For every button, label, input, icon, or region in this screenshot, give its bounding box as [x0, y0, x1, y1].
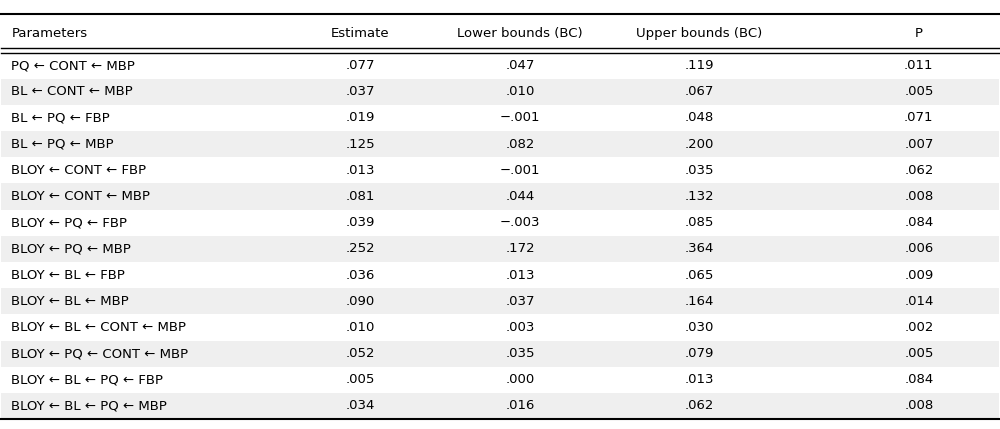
- Text: .002: .002: [904, 321, 934, 334]
- Text: .081: .081: [346, 190, 375, 203]
- FancyBboxPatch shape: [1, 236, 999, 262]
- Text: −.001: −.001: [500, 164, 540, 177]
- Text: .030: .030: [685, 321, 714, 334]
- Text: .077: .077: [346, 59, 375, 72]
- Text: BLOY ← PQ ← FBP: BLOY ← PQ ← FBP: [11, 216, 127, 229]
- Text: .084: .084: [904, 216, 933, 229]
- Text: Lower bounds (BC): Lower bounds (BC): [457, 27, 583, 40]
- Text: .082: .082: [505, 138, 535, 151]
- Text: .164: .164: [685, 295, 714, 308]
- Text: .010: .010: [505, 85, 535, 98]
- Text: .200: .200: [685, 138, 714, 151]
- Text: −.003: −.003: [500, 216, 540, 229]
- Text: .125: .125: [346, 138, 375, 151]
- Text: .035: .035: [685, 164, 714, 177]
- FancyBboxPatch shape: [1, 157, 999, 184]
- Text: .085: .085: [685, 216, 714, 229]
- Text: .037: .037: [505, 295, 535, 308]
- Text: .037: .037: [346, 85, 375, 98]
- Text: .079: .079: [685, 347, 714, 360]
- FancyBboxPatch shape: [1, 79, 999, 105]
- Text: BL ← PQ ← MBP: BL ← PQ ← MBP: [11, 138, 114, 151]
- Text: P: P: [915, 27, 923, 40]
- Text: BLOY ← BL ← MBP: BLOY ← BL ← MBP: [11, 295, 129, 308]
- Text: .014: .014: [904, 295, 934, 308]
- Text: .003: .003: [505, 321, 535, 334]
- Text: BL ← CONT ← MBP: BL ← CONT ← MBP: [11, 85, 133, 98]
- Text: .011: .011: [904, 59, 934, 72]
- Text: Upper bounds (BC): Upper bounds (BC): [636, 27, 763, 40]
- Text: −.001: −.001: [500, 112, 540, 124]
- Text: .090: .090: [346, 295, 375, 308]
- Text: .009: .009: [904, 269, 933, 281]
- Text: .067: .067: [685, 85, 714, 98]
- Text: PQ ← CONT ← MBP: PQ ← CONT ← MBP: [11, 59, 135, 72]
- Text: BL ← PQ ← FBP: BL ← PQ ← FBP: [11, 112, 110, 124]
- Text: .364: .364: [685, 242, 714, 255]
- FancyBboxPatch shape: [1, 262, 999, 288]
- Text: BLOY ← PQ ← CONT ← MBP: BLOY ← PQ ← CONT ← MBP: [11, 347, 188, 360]
- Text: BLOY ← BL ← FBP: BLOY ← BL ← FBP: [11, 269, 125, 281]
- Text: .119: .119: [685, 59, 714, 72]
- Text: .005: .005: [904, 85, 934, 98]
- Text: .172: .172: [505, 242, 535, 255]
- Text: .047: .047: [505, 59, 535, 72]
- Text: .016: .016: [505, 399, 535, 413]
- Text: .034: .034: [346, 399, 375, 413]
- FancyBboxPatch shape: [1, 341, 999, 367]
- Text: .084: .084: [904, 373, 933, 386]
- Text: BLOY ← CONT ← FBP: BLOY ← CONT ← FBP: [11, 164, 146, 177]
- Text: .048: .048: [685, 112, 714, 124]
- Text: BLOY ← BL ← PQ ← MBP: BLOY ← BL ← PQ ← MBP: [11, 399, 167, 413]
- FancyBboxPatch shape: [1, 52, 999, 79]
- Text: .071: .071: [904, 112, 934, 124]
- Text: .006: .006: [904, 242, 933, 255]
- Text: .044: .044: [505, 190, 535, 203]
- FancyBboxPatch shape: [1, 105, 999, 131]
- Text: .013: .013: [685, 373, 714, 386]
- Text: .010: .010: [346, 321, 375, 334]
- Text: .039: .039: [346, 216, 375, 229]
- Text: .052: .052: [346, 347, 375, 360]
- FancyBboxPatch shape: [1, 131, 999, 157]
- Text: .013: .013: [346, 164, 375, 177]
- Text: .008: .008: [904, 190, 933, 203]
- FancyBboxPatch shape: [1, 367, 999, 393]
- Text: .062: .062: [904, 164, 934, 177]
- Text: .252: .252: [346, 242, 375, 255]
- FancyBboxPatch shape: [1, 393, 999, 419]
- Text: .005: .005: [904, 347, 934, 360]
- Text: .007: .007: [904, 138, 934, 151]
- Text: .019: .019: [346, 112, 375, 124]
- Text: .013: .013: [505, 269, 535, 281]
- Text: .036: .036: [346, 269, 375, 281]
- Text: .000: .000: [505, 373, 535, 386]
- FancyBboxPatch shape: [1, 210, 999, 236]
- Text: Estimate: Estimate: [331, 27, 390, 40]
- FancyBboxPatch shape: [1, 288, 999, 314]
- Text: .035: .035: [505, 347, 535, 360]
- Text: .005: .005: [346, 373, 375, 386]
- FancyBboxPatch shape: [1, 314, 999, 341]
- Text: Parameters: Parameters: [11, 27, 87, 40]
- Text: .062: .062: [685, 399, 714, 413]
- Text: BLOY ← BL ← PQ ← FBP: BLOY ← BL ← PQ ← FBP: [11, 373, 163, 386]
- Text: .065: .065: [685, 269, 714, 281]
- Text: .132: .132: [685, 190, 714, 203]
- Text: BLOY ← CONT ← MBP: BLOY ← CONT ← MBP: [11, 190, 150, 203]
- FancyBboxPatch shape: [1, 184, 999, 210]
- Text: .008: .008: [904, 399, 933, 413]
- Text: BLOY ← BL ← CONT ← MBP: BLOY ← BL ← CONT ← MBP: [11, 321, 186, 334]
- Text: BLOY ← PQ ← MBP: BLOY ← PQ ← MBP: [11, 242, 131, 255]
